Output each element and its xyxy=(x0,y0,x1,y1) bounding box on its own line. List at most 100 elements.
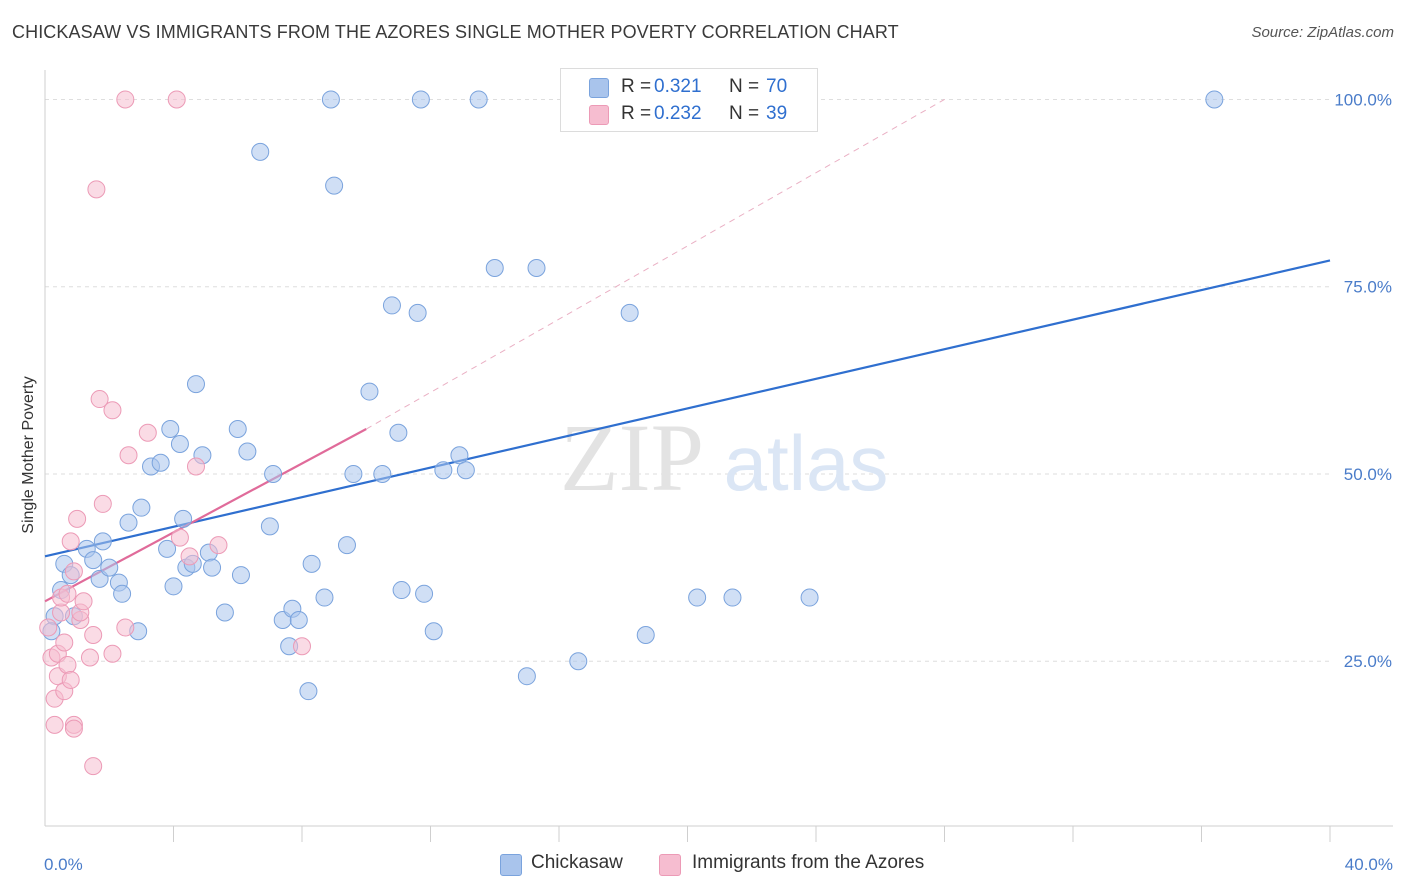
chickasaw-point xyxy=(174,509,193,528)
chickasaw-point xyxy=(302,554,321,573)
chickasaw-point xyxy=(170,435,189,453)
chickasaw-point xyxy=(344,464,363,483)
azores-point xyxy=(39,618,58,637)
azores-point xyxy=(116,618,135,637)
azores-point xyxy=(186,457,205,476)
chickasaw-point xyxy=(373,464,392,483)
watermark-zip: ZIP xyxy=(560,404,704,511)
azores-point xyxy=(84,757,103,776)
azores-point xyxy=(167,90,186,109)
chickasaw-point xyxy=(158,539,177,558)
azores-point xyxy=(180,547,199,566)
legend-swatch-azores xyxy=(589,105,609,125)
chickasaw-point xyxy=(527,258,546,277)
azores-point xyxy=(119,446,138,465)
legend-n-label: N = xyxy=(729,76,760,97)
chickasaw-point xyxy=(228,420,247,439)
legend-n-value: 70 xyxy=(766,76,788,97)
azores-point xyxy=(170,528,189,547)
x-tick-label: 40.0% xyxy=(1345,855,1393,874)
chickasaw-point xyxy=(382,296,401,315)
azores-point xyxy=(103,644,122,663)
chickasaw-point xyxy=(392,581,411,600)
chickasaw-point xyxy=(260,517,279,536)
chickasaw-point xyxy=(132,498,151,517)
chickasaw-point xyxy=(251,142,270,161)
chickasaw-point xyxy=(620,303,639,322)
legend-r-value: 0.321 xyxy=(654,76,702,97)
chickasaw-point xyxy=(238,442,257,461)
chickasaw-point xyxy=(321,90,340,109)
x-tick-label: 0.0% xyxy=(44,855,83,874)
chickasaw-point xyxy=(485,258,504,277)
legend-row-chickasaw: R = 0.321 N = 70 xyxy=(561,74,817,100)
trend-lines xyxy=(44,99,1331,603)
bottom-legend-label-chickasaw: Chickasaw xyxy=(531,852,623,873)
chickasaw-point xyxy=(337,536,356,555)
bottom-legend-swatch-chickasaw xyxy=(500,854,522,876)
y-tick-label: 25.0% xyxy=(1344,652,1392,671)
tick-labels: 25.0% 50.0% 75.0% 100.0% 0.0% 40.0% xyxy=(44,90,1393,874)
azores-trend-extension xyxy=(366,99,945,430)
azores-point xyxy=(74,592,93,611)
chickasaw-point xyxy=(289,611,308,630)
chickasaw-trend-line xyxy=(44,259,1331,558)
chickasaw-point xyxy=(84,551,103,570)
azores-point xyxy=(64,562,83,581)
chickasaw-point xyxy=(411,90,430,109)
chickasaw-point xyxy=(424,622,443,641)
chart-title: CHICKASAW VS IMMIGRANTS FROM THE AZORES … xyxy=(12,22,899,42)
chickasaw-point xyxy=(231,566,250,585)
chickasaw-point xyxy=(434,461,453,480)
chickasaw-point xyxy=(100,558,119,577)
data-points xyxy=(39,90,1224,776)
azores-point xyxy=(80,648,99,667)
chickasaw-point xyxy=(186,375,205,394)
chickasaw-point xyxy=(688,588,707,607)
azores-point xyxy=(116,90,135,109)
legend-r-label: R = xyxy=(621,76,652,97)
azores-point xyxy=(103,401,122,420)
azores-point xyxy=(93,494,112,513)
azores-point xyxy=(90,390,109,409)
legend-row-azores: R = 0.232 N = 39 xyxy=(561,101,817,127)
watermark-atlas: atlas xyxy=(724,419,889,507)
chickasaw-point xyxy=(723,588,742,607)
y-tick-label: 50.0% xyxy=(1344,465,1392,484)
chickasaw-point xyxy=(164,577,183,596)
chickasaw-point xyxy=(161,420,180,439)
watermark: ZIP atlas xyxy=(560,404,888,511)
azores-point xyxy=(64,719,83,738)
azores-point xyxy=(209,536,228,555)
azores-point xyxy=(61,532,80,551)
chickasaw-point xyxy=(325,176,344,195)
chickasaw-point xyxy=(415,584,434,603)
chickasaw-point xyxy=(360,382,379,401)
chickasaw-point xyxy=(113,584,132,603)
axes xyxy=(44,70,1393,842)
chickasaw-point xyxy=(389,423,408,442)
azores-point xyxy=(293,637,311,656)
chickasaw-point xyxy=(1205,90,1224,109)
chickasaw-point xyxy=(151,453,170,472)
azores-point xyxy=(68,509,87,528)
azores-point xyxy=(58,655,77,674)
y-tick-label: 100.0% xyxy=(1334,90,1392,109)
chickasaw-point xyxy=(636,626,655,644)
chickasaw-point xyxy=(800,588,819,607)
chickasaw-point xyxy=(203,558,222,577)
y-tick-label: 75.0% xyxy=(1344,278,1392,297)
azores-point xyxy=(84,626,103,644)
legend-r-value: 0.232 xyxy=(654,103,702,124)
chickasaw-point xyxy=(450,446,469,465)
azores-point xyxy=(52,603,71,622)
source-label: Source: ZipAtlas.com xyxy=(1251,24,1394,41)
azores-point xyxy=(55,633,74,652)
chickasaw-point xyxy=(315,588,334,607)
bottom-legend-label-azores: Immigrants from the Azores xyxy=(692,852,925,873)
legend-swatch-chickasaw xyxy=(589,78,609,98)
chickasaw-point xyxy=(119,513,138,532)
chickasaw-point xyxy=(569,652,588,671)
legend-n-label: N = xyxy=(729,103,760,124)
